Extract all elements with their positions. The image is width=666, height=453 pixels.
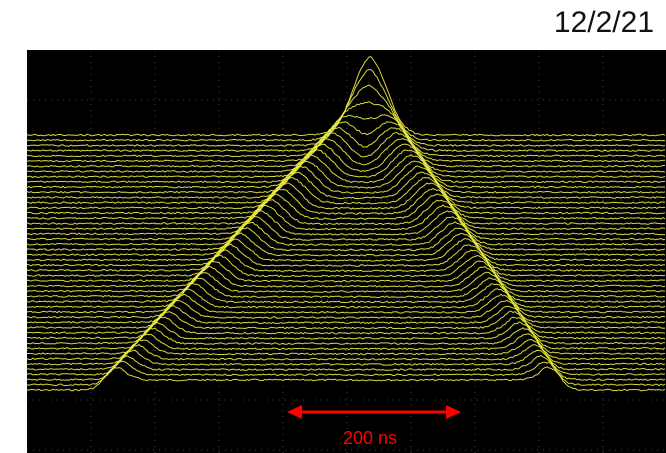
page: 12/2/21 200 ns (() => { const data = JSO… [0, 0, 666, 453]
scale-label: 200 ns [343, 428, 397, 448]
date: 12/2/21 [554, 6, 654, 39]
screenshot: 12/2/21 200 ns [0, 0, 666, 453]
